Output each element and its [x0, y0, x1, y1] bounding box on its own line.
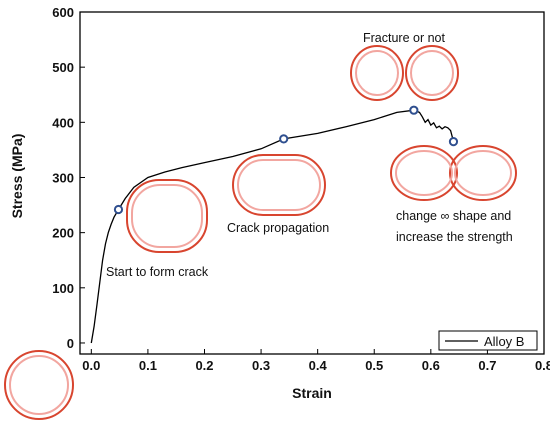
ring-initial-illustration — [4, 350, 74, 420]
annotation-crack-propagation: Crack propagation — [227, 221, 329, 235]
data-marker — [448, 137, 459, 147]
annotation-fracture-or-not: Fracture or not — [363, 31, 446, 45]
x-tick-label: 0.5 — [365, 358, 383, 373]
legend-label-alloy-b: Alloy B — [484, 334, 524, 349]
data-marker — [409, 105, 419, 115]
x-tick-label: 0.0 — [82, 358, 100, 373]
x-axis-title: Strain — [292, 385, 332, 401]
y-axis-title: Stress (MPa) — [9, 134, 25, 219]
plot-frame — [79, 11, 545, 355]
tick-group: 0.0 0.1 0.2 0.3 0.4 0.5 0.6 0.7 0.8 0 100 200 300 400… — [52, 5, 550, 373]
y-tick-label: 300 — [52, 170, 74, 185]
legend: Alloy B — [438, 330, 538, 351]
ring-infinity-illustration — [390, 145, 517, 201]
y-tick-label: 200 — [52, 226, 74, 241]
annotation-change-shape: change ∞ shape and — [396, 209, 511, 223]
x-tick-label: 0.7 — [478, 358, 496, 373]
ring-start-illustration — [126, 179, 208, 253]
annotation-increase-strength: increase the strength — [396, 230, 513, 244]
data-marker — [279, 134, 289, 144]
x-tick-label: 0.2 — [195, 358, 213, 373]
x-tick-label: 0.4 — [309, 358, 328, 373]
x-tick-label: 0.6 — [422, 358, 440, 373]
annotation-start-crack: Start to form crack — [106, 265, 209, 279]
y-tick-label: 400 — [52, 115, 74, 130]
x-tick-label: 0.8 — [535, 358, 550, 373]
x-tick-label: 0.1 — [139, 358, 157, 373]
ring-elongated-illustration — [232, 154, 326, 216]
y-tick-label: 600 — [52, 5, 74, 20]
marker-group — [113, 105, 459, 215]
ring-figure-eight-illustration — [350, 45, 459, 101]
y-tick-label: 100 — [52, 281, 74, 296]
legend-box — [438, 330, 538, 351]
data-marker — [113, 204, 124, 215]
y-tick-label: 500 — [52, 60, 74, 75]
y-tick-label: 0 — [67, 336, 74, 351]
x-tick-label: 0.3 — [252, 358, 270, 373]
